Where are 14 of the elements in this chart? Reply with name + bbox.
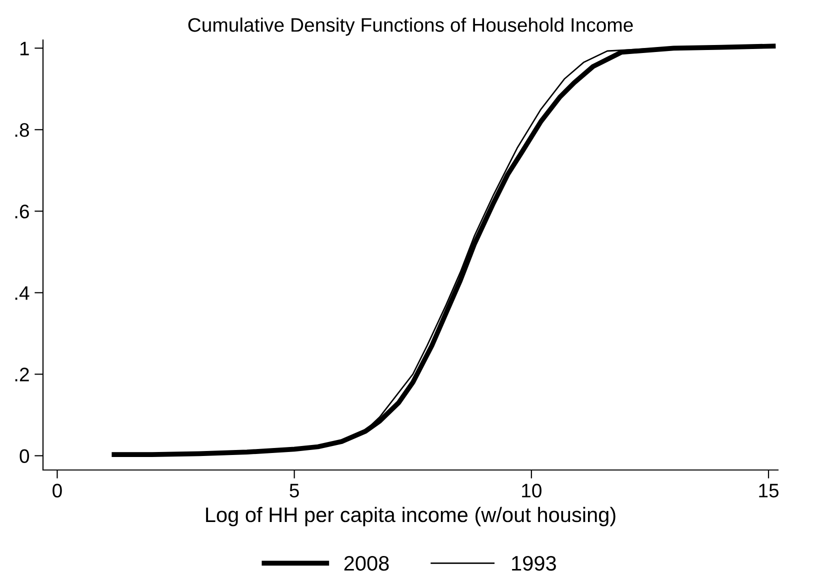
chart-title: Cumulative Density Functions of Household Income (188, 18, 633, 36)
x-axis-title: Log of HH per capita income (w/out housing) (206, 506, 616, 526)
y-tick-label: .4 (15, 286, 30, 300)
x-tick-label: 15 (759, 484, 779, 498)
x-tick-label: 0 (52, 484, 62, 498)
y-tick-label: 1 (20, 42, 29, 56)
y-tick-label: 0 (20, 449, 30, 463)
x-tick-label: 10 (522, 484, 542, 498)
legend-label: 2008 (344, 556, 389, 571)
y-tick-label: .6 (15, 204, 29, 218)
y-tick-label: .2 (15, 368, 29, 382)
x-tick-label: 5 (290, 484, 299, 498)
y-tick-label: .8 (15, 123, 29, 137)
legend-label: 1993 (512, 556, 556, 571)
